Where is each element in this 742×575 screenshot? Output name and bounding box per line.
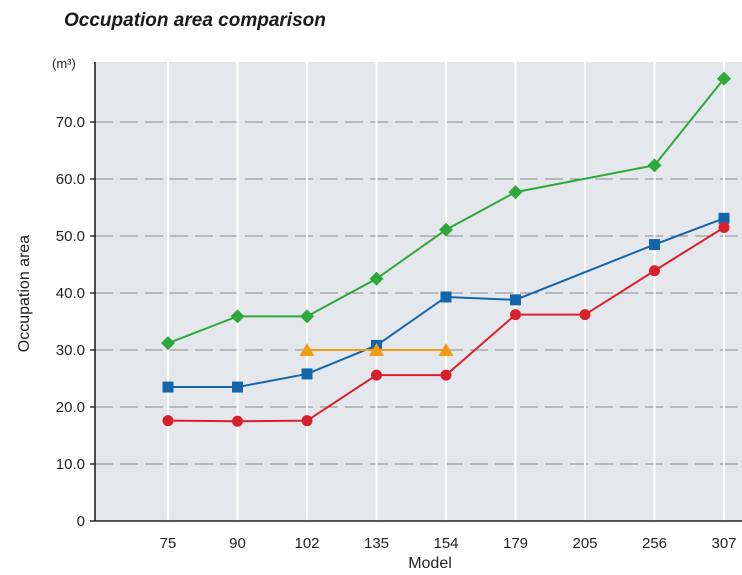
data-point [649,239,660,251]
data-point [439,222,453,237]
x-tick-label: 102 [294,535,319,552]
data-point [162,381,174,393]
axes [90,62,742,522]
data-point [232,381,243,393]
x-tick-label: 307 [711,535,736,552]
y-tick-label: 70.0 [56,114,85,131]
data-point [369,343,384,356]
data-point [508,185,523,200]
series-triangle [299,343,454,356]
series-group [161,71,731,427]
data-point [369,271,384,286]
y-tick-label: 40.0 [56,285,85,302]
series-line [168,217,725,389]
x-tick-label: 135 [364,535,389,552]
data-point [510,309,521,321]
data-point [162,415,174,427]
y-tick-label: 30.0 [56,342,85,359]
data-point [232,415,243,427]
data-point [647,158,662,173]
series-line [167,78,725,345]
data-point [718,221,730,233]
x-tick-label: 90 [229,535,246,552]
y-axis-label: Occupation area [16,235,33,353]
x-axis-label: Model [408,555,452,572]
data-point [440,291,452,303]
x-tick-label: 256 [642,535,667,552]
data-point [230,309,245,324]
y-tick-labels: 0 10.0 20.0 30.0 40.0 50.0 60.0 70.0 [56,114,85,530]
data-point [371,369,382,381]
data-point [717,71,731,86]
x-tick-label: 205 [572,535,597,552]
x-tick-label: 154 [433,535,458,552]
y-tick-label: 60.0 [56,171,85,188]
data-point [301,368,313,380]
data-point [579,309,591,321]
grid [95,62,742,521]
data-point [510,294,521,306]
y-tick-label: 20.0 [56,399,85,416]
data-point [299,343,315,356]
data-point [438,343,454,356]
x-tick-label: 75 [160,535,177,552]
data-point [300,309,314,324]
plot-area [95,62,742,521]
data-point [440,369,452,381]
series-circle [162,221,730,427]
data-point [301,415,313,427]
x-tick-labels: 75 90 102 135 154 179 205 256 307 [160,535,737,552]
y-tick-label: 0 [77,513,85,530]
y-tick-label: 50.0 [56,228,85,245]
chart-title: Occupation area comparison [64,10,326,31]
y-tick-label: 10.0 [56,456,85,473]
y-axis-unit: (m³) [52,56,76,71]
data-point [161,336,175,351]
data-point [718,212,730,224]
data-point [649,265,660,277]
x-tick-label: 179 [503,535,528,552]
series-diamond [161,71,731,351]
